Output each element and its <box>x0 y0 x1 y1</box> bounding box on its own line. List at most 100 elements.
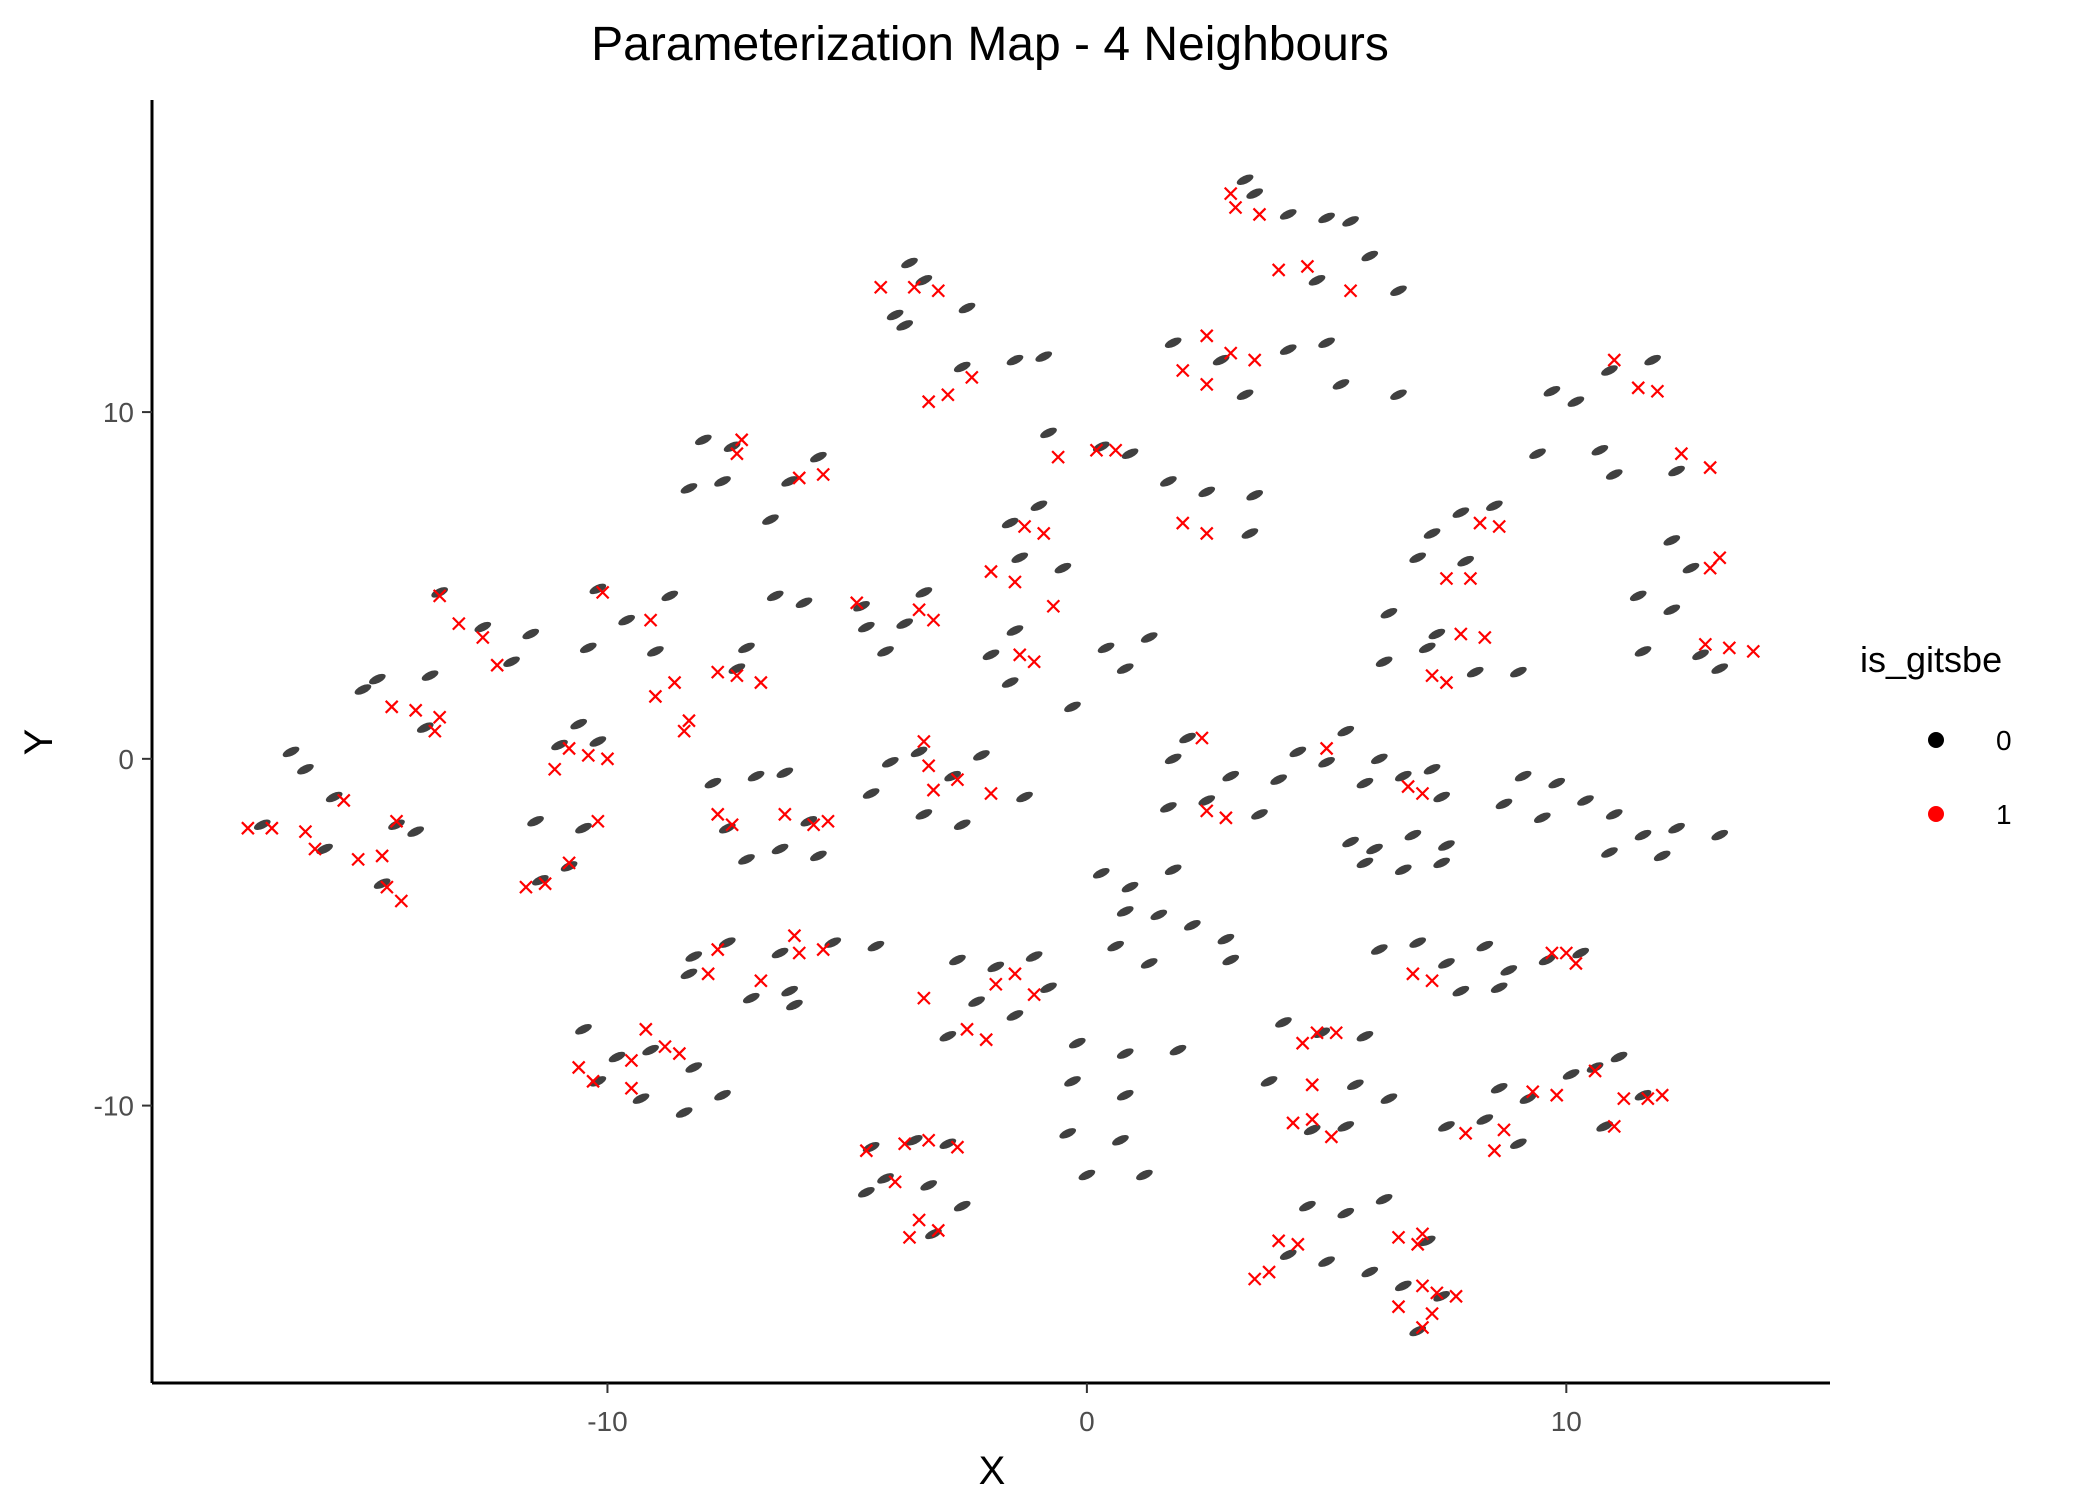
data-point-gitsbe-1 <box>931 283 946 298</box>
data-point-gitsbe-1 <box>1195 731 1209 745</box>
data-point-gitsbe-0 <box>1380 607 1398 619</box>
data-point-gitsbe-1 <box>1650 384 1665 399</box>
data-point-gitsbe-0 <box>810 850 827 862</box>
data-point-gitsbe-0 <box>905 1135 923 1146</box>
legend-label-0: 0 <box>1996 725 2012 756</box>
data-point-gitsbe-1 <box>710 942 725 957</box>
data-point-gitsbe-1 <box>1439 675 1454 690</box>
data-point-gitsbe-0 <box>1486 500 1503 511</box>
data-point-gitsbe-0 <box>1140 958 1158 969</box>
data-point-gitsbe-0 <box>1059 1128 1077 1139</box>
data-point-gitsbe-0 <box>421 670 439 681</box>
data-point-gitsbe-1 <box>1458 1126 1473 1141</box>
data-point-gitsbe-1 <box>1473 516 1487 530</box>
data-point-gitsbe-1 <box>519 880 533 894</box>
data-point-gitsbe-1 <box>1343 283 1358 298</box>
data-point-gitsbe-1 <box>1703 460 1717 475</box>
data-point-gitsbe-0 <box>579 642 597 654</box>
data-point-gitsbe-0 <box>1164 864 1182 876</box>
data-point-gitsbe-0 <box>742 992 760 1004</box>
data-point-gitsbe-0 <box>369 673 386 685</box>
data-point-gitsbe-0 <box>1591 444 1609 456</box>
data-point-gitsbe-0 <box>1006 1010 1024 1021</box>
data-point-gitsbe-0 <box>1116 1089 1134 1101</box>
data-point-gitsbe-0 <box>881 757 899 768</box>
data-point-gitsbe-0 <box>1562 1069 1580 1080</box>
data-point-gitsbe-0 <box>1136 1169 1153 1181</box>
data-point-gitsbe-0 <box>1476 1114 1494 1125</box>
data-point-gitsbe-1 <box>792 946 807 960</box>
data-point-gitsbe-0 <box>953 819 971 830</box>
data-point-gitsbe-0 <box>1169 1044 1187 1056</box>
data-point-gitsbe-1 <box>1655 1088 1669 1102</box>
data-point-gitsbe-0 <box>1629 590 1647 602</box>
data-point-gitsbe-1 <box>432 589 447 603</box>
data-point-gitsbe-1 <box>1027 654 1041 669</box>
data-point-gitsbe-0 <box>1337 1207 1355 1219</box>
data-point-gitsbe-1 <box>571 1060 586 1075</box>
data-point-gitsbe-0 <box>1601 847 1618 858</box>
data-point-gitsbe-1 <box>643 613 658 627</box>
data-point-gitsbe-0 <box>1279 209 1297 220</box>
data-point-gitsbe-0 <box>1030 500 1048 511</box>
data-point-gitsbe-1 <box>1415 1227 1430 1241</box>
data-point-gitsbe-0 <box>675 1107 693 1118</box>
data-point-gitsbe-0 <box>1634 829 1652 841</box>
y-tick-label: 0 <box>118 744 134 775</box>
data-point-gitsbe-1 <box>624 1053 639 1068</box>
data-point-gitsbe-0 <box>1356 777 1374 789</box>
data-point-gitsbe-0 <box>714 1089 731 1101</box>
data-point-gitsbe-0 <box>1663 535 1681 546</box>
data-point-gitsbe-1 <box>1415 1279 1430 1293</box>
data-point-gitsbe-0 <box>1347 1079 1364 1091</box>
data-point-gitsbe-1 <box>298 824 313 839</box>
data-point-gitsbe-0 <box>1040 427 1057 439</box>
data-point-gitsbe-0 <box>1438 840 1455 851</box>
data-point-gitsbe-0 <box>1586 1062 1604 1073</box>
data-point-gitsbe-0 <box>862 788 880 799</box>
data-point-gitsbe-1 <box>1617 1091 1631 1106</box>
data-point-gitsbe-0 <box>560 861 578 872</box>
data-point-gitsbe-1 <box>1454 627 1468 641</box>
data-point-gitsbe-1 <box>1746 644 1761 659</box>
data-point-gitsbe-0 <box>1418 642 1436 654</box>
data-point-gitsbe-0 <box>1097 642 1115 654</box>
data-point-gitsbe-0 <box>1433 857 1450 869</box>
data-point-gitsbe-1 <box>1487 1143 1502 1158</box>
data-point-gitsbe-1 <box>1017 519 1032 534</box>
data-point-gitsbe-0 <box>1457 555 1474 567</box>
data-point-gitsbe-0 <box>1534 812 1551 824</box>
data-point-gitsbe-1 <box>1425 1306 1439 1321</box>
data-point-gitsbe-1 <box>1247 1272 1262 1286</box>
data-point-gitsbe-1 <box>912 1213 926 1227</box>
data-point-gitsbe-0 <box>1006 354 1024 366</box>
data-point-gitsbe-0 <box>982 649 1000 661</box>
data-point-gitsbe-1 <box>1449 1289 1463 1304</box>
data-point-gitsbe-1 <box>389 814 404 829</box>
data-point-gitsbe-0 <box>1289 746 1307 758</box>
data-point-gitsbe-1 <box>1439 571 1454 586</box>
data-point-gitsbe-1 <box>710 665 725 679</box>
data-point-gitsbe-0 <box>1543 386 1561 397</box>
data-point-gitsbe-1 <box>1012 648 1027 662</box>
data-point-gitsbe-0 <box>1121 448 1139 459</box>
data-point-gitsbe-1 <box>902 1230 917 1245</box>
data-point-gitsbe-0 <box>1500 965 1518 976</box>
data-point-gitsbe-1 <box>1319 741 1334 756</box>
data-point-gitsbe-1 <box>595 585 610 600</box>
data-point-gitsbe-0 <box>704 777 722 789</box>
data-point-gitsbe-0 <box>1366 843 1383 855</box>
data-point-gitsbe-0 <box>795 597 813 609</box>
data-point-gitsbe-0 <box>685 951 703 962</box>
data-point-gitsbe-0 <box>1116 663 1134 674</box>
data-point-gitsbe-0 <box>1375 1193 1393 1205</box>
legend-marker-0 <box>1928 732 1944 748</box>
legend-label-1: 1 <box>1996 799 2012 830</box>
data-point-gitsbe-0 <box>958 302 976 314</box>
data-point-gitsbe-1 <box>476 630 490 645</box>
data-point-gitsbe-0 <box>1342 216 1359 227</box>
data-point-gitsbe-0 <box>1428 628 1446 640</box>
data-point-gitsbe-1 <box>490 658 504 672</box>
data-point-gitsbe-0 <box>858 1187 875 1198</box>
data-point-gitsbe-1 <box>394 894 409 908</box>
